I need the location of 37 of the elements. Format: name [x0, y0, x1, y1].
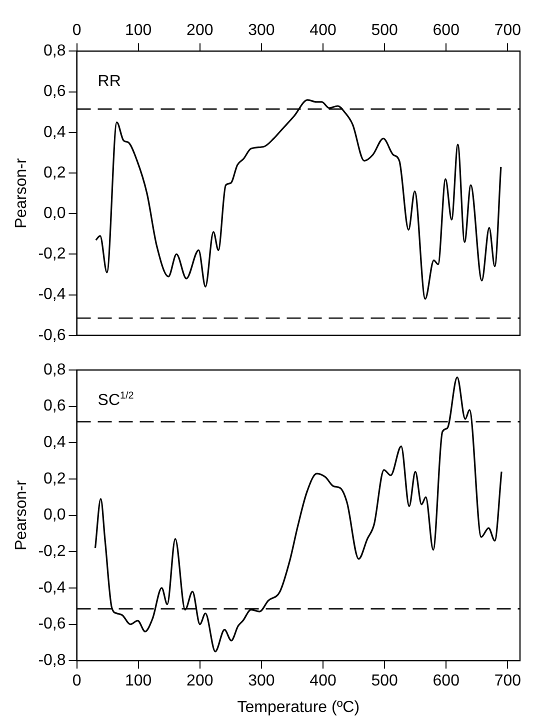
x-tick-label: 400	[310, 22, 336, 40]
x-tick-label: 500	[371, 22, 398, 40]
y-tick-label: -0,2	[38, 246, 66, 263]
x-tick-label: 600	[432, 672, 460, 690]
x-tick-label: 600	[432, 22, 460, 40]
x-tick-label: 100	[124, 672, 152, 690]
y-tick-label: 0,2	[44, 164, 66, 182]
x-tick-label: 300	[248, 672, 275, 690]
y-axis-title: Pearson-r	[13, 480, 30, 550]
y-tick-label: -0,8	[38, 652, 66, 670]
x-tick-label: 300	[248, 22, 275, 40]
x-tick-label: 700	[494, 672, 522, 690]
y-tick-label: 0,0	[44, 205, 66, 222]
y-axis-title: Pearson-r	[13, 158, 30, 228]
y-tick-label: -0,4	[38, 286, 66, 304]
x-tick-label: 700	[494, 22, 522, 40]
y-tick-label: 0,8	[44, 361, 66, 378]
x-tick-label: 200	[186, 672, 214, 690]
y-tick-label: 0,4	[44, 434, 66, 452]
y-tick-label: 0,0	[44, 506, 66, 524]
x-tick-label: 200	[186, 22, 214, 40]
y-tick-label: 0,6	[44, 83, 66, 100]
y-tick-label: -0,2	[38, 543, 66, 560]
y-tick-label: -0,4	[38, 579, 66, 596]
y-tick-label: 0,4	[44, 124, 66, 141]
y-tick-label: 0,8	[44, 42, 66, 60]
y-tick-label: 0,2	[44, 470, 66, 488]
y-tick-label: -0,6	[38, 326, 66, 344]
x-tick-label: 0	[72, 672, 82, 690]
x-tick-label: 0	[72, 22, 82, 40]
x-tick-label: 400	[310, 672, 336, 690]
y-tick-label: 0,6	[44, 398, 66, 415]
x-tick-label: 500	[371, 672, 398, 690]
x-axis-title: Temperature (ºC)	[237, 698, 360, 716]
y-tick-label: -0,6	[38, 616, 66, 633]
annotation: RR	[98, 73, 121, 90]
x-tick-label: 100	[124, 22, 152, 40]
